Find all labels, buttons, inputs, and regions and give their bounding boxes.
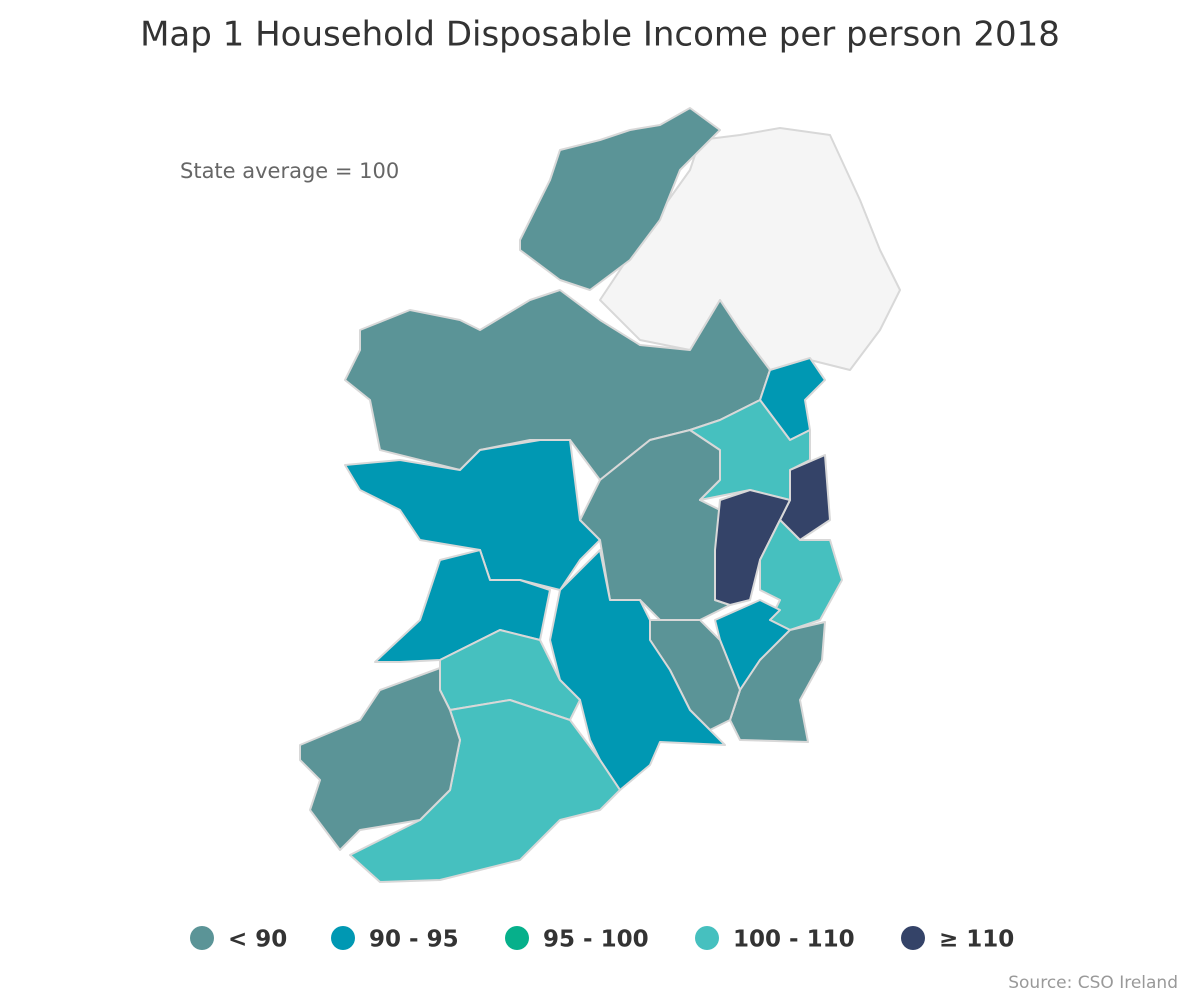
region	[374, 549, 551, 663]
legend-swatch	[901, 926, 925, 950]
region	[714, 489, 791, 606]
legend-label: < 90	[228, 927, 287, 953]
note: State average = 100	[180, 159, 399, 183]
region	[519, 107, 721, 291]
legend-swatch	[331, 926, 355, 950]
map	[299, 107, 901, 883]
source: Source: CSO Ireland	[1008, 973, 1178, 993]
legend: < 90 90 - 95 95 - 100 100 - 110 ≥ 110	[190, 926, 1014, 953]
legend-swatch	[505, 926, 529, 950]
legend-swatch	[695, 926, 719, 950]
region	[729, 621, 826, 743]
legend-swatch	[190, 926, 214, 950]
region	[299, 667, 461, 851]
legend-label: 90 - 95	[369, 927, 459, 953]
region	[344, 439, 601, 591]
legend-label: ≥ 110	[939, 927, 1014, 953]
legend-label: 95 - 100	[543, 927, 649, 953]
legend-label: 100 - 110	[733, 927, 855, 953]
title: Map 1 Household Disposable Income per pe…	[140, 15, 1060, 55]
